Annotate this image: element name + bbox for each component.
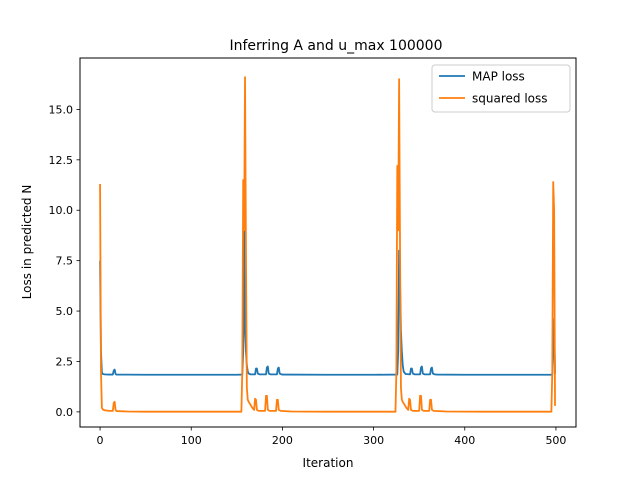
y-tick-label: 15.0 xyxy=(49,103,74,116)
y-tick-label: 12.5 xyxy=(49,154,74,167)
legend-label-map-loss: MAP loss xyxy=(472,70,525,84)
y-tick-label: 7.5 xyxy=(56,255,74,268)
x-tick-label: 200 xyxy=(272,434,293,447)
x-axis: 0 100 200 300 400 500 xyxy=(97,427,566,447)
chart-title: Inferring A and u_max 100000 xyxy=(230,38,443,54)
x-tick-label: 300 xyxy=(363,434,384,447)
series-line-map-loss xyxy=(99,219,556,376)
legend: MAP loss squared loss xyxy=(431,64,571,113)
legend-box xyxy=(431,64,571,113)
plot-frame xyxy=(79,57,577,428)
y-tick-label: 2.5 xyxy=(56,355,74,368)
x-tick-label: 500 xyxy=(545,434,566,447)
x-tick-label: 400 xyxy=(454,434,475,447)
x-tick-label: 100 xyxy=(181,434,202,447)
y-tick-label: 5.0 xyxy=(56,305,74,318)
x-axis-label: Iteration xyxy=(303,456,354,470)
x-tick-label: 0 xyxy=(97,434,104,447)
y-axis-label: Loss in predicted N xyxy=(20,185,34,300)
series-line-squared-loss xyxy=(99,76,556,413)
y-axis: 0.0 2.5 5.0 7.5 10.0 12.5 15.0 xyxy=(49,103,80,419)
y-tick-label: 0.0 xyxy=(56,406,74,419)
series-layer xyxy=(99,76,556,413)
legend-label-squared-loss: squared loss xyxy=(472,92,548,106)
y-tick-label: 10.0 xyxy=(49,204,74,217)
